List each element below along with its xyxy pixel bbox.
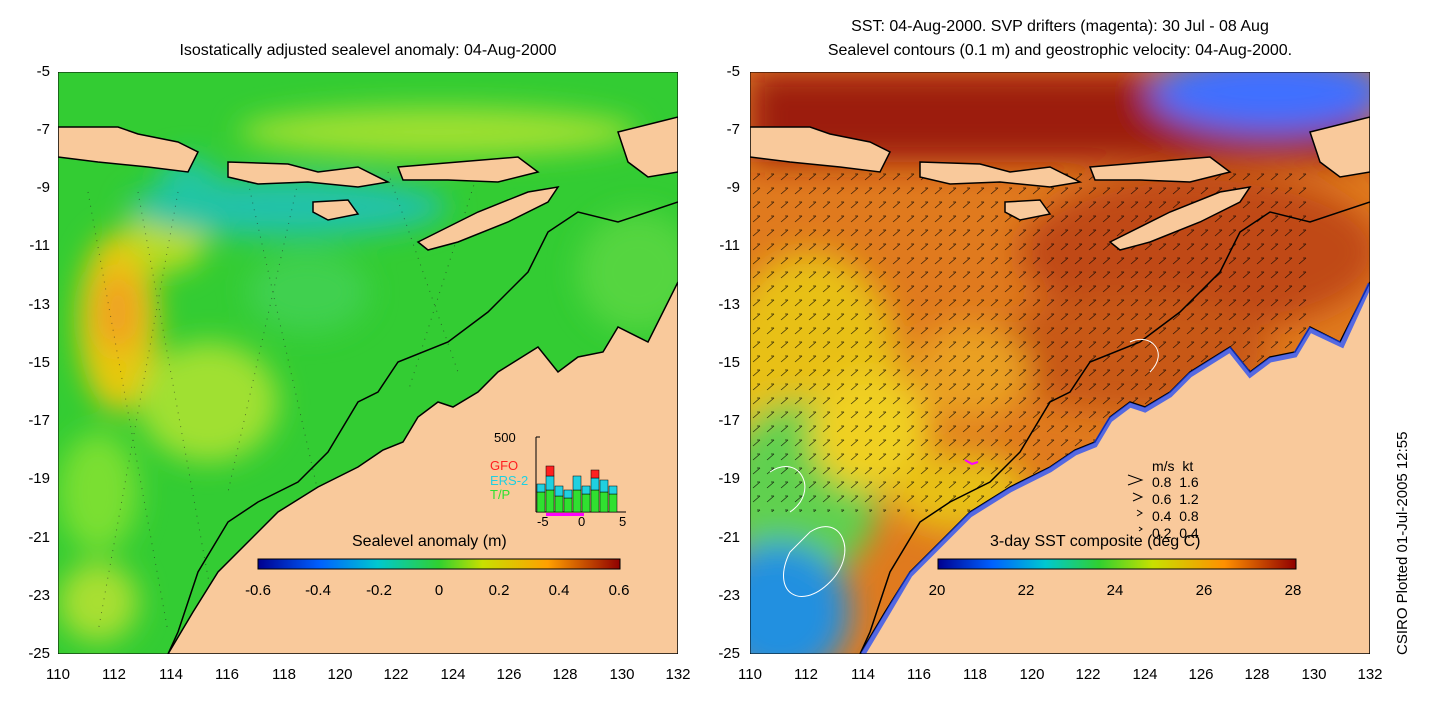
timor-land-left — [416, 185, 560, 251]
left-x-tick: 114 — [159, 666, 183, 683]
right-y-tick: -19 — [718, 470, 740, 487]
velocity-legend-row: 0.8 1.6 — [1152, 474, 1199, 490]
drifter-track — [964, 459, 979, 466]
left-y-tick: -5 — [36, 63, 50, 80]
right-y-tick: -7 — [726, 121, 740, 138]
java-bali-land-right — [750, 126, 892, 173]
left-y-tick: -19 — [28, 470, 50, 487]
left-cb-tick: 0.6 — [608, 582, 630, 599]
left-x-tick: 132 — [665, 666, 691, 683]
left-cb-tick: 0.4 — [548, 582, 570, 599]
inset-xtick-0: 0 — [578, 514, 586, 529]
right-y-tick: -21 — [718, 529, 740, 546]
right-x-tick: 112 — [794, 666, 818, 683]
right-y-tick: -9 — [726, 179, 740, 196]
sumba-land-right — [1004, 199, 1052, 221]
right-y-tick: -5 — [726, 63, 740, 80]
right-y-tick: -15 — [718, 354, 740, 371]
inset-legend-ers2: ERS-2 — [490, 473, 529, 488]
left-cb-tick: 0 — [434, 582, 444, 599]
left-x-tick: 124 — [440, 666, 466, 683]
right-x-tick: 114 — [851, 666, 875, 683]
inset-xtick-neg5: -5 — [537, 514, 549, 529]
velocity-legend-row: 0.4 0.8 — [1152, 508, 1199, 524]
left-y-tick: -11 — [29, 237, 50, 254]
sumba-land-left — [312, 199, 360, 221]
inset-bars — [536, 465, 618, 513]
right-y-tick: -25 — [718, 645, 740, 662]
inset-ymax-label: 500 — [494, 430, 516, 445]
left-x-tick: 120 — [327, 666, 353, 683]
left-y-tick: -17 — [28, 412, 50, 429]
inset-legend-tp: T/P — [490, 487, 511, 502]
left-x-tick: 116 — [215, 666, 239, 683]
right-x-tick: 110 — [738, 666, 762, 683]
right-y-tick: -13 — [718, 296, 740, 313]
flores-land-right — [1088, 156, 1232, 183]
right-x-tick: 120 — [1019, 666, 1045, 683]
left-colorbar-label: Sealevel anomaly (m) — [352, 533, 507, 550]
right-x-tick: 130 — [1301, 666, 1327, 683]
flores-land-left — [396, 156, 540, 183]
right-cb-tick: 28 — [1284, 582, 1302, 599]
right-x-tick: 128 — [1244, 666, 1270, 683]
velocity-legend-arrows — [1127, 474, 1144, 532]
left-y-tick: -7 — [36, 121, 50, 138]
velocity-legend-row: 0.2 0.4 — [1152, 525, 1199, 541]
right-x-tick: 116 — [907, 666, 931, 683]
right-cb-tick: 22 — [1017, 582, 1035, 599]
side-plotted-label: CSIRO Plotted 01-Jul-2005 12:55 — [1394, 431, 1411, 655]
right-cb-tick: 20 — [928, 582, 946, 599]
lombok-sumbawa-land-left — [227, 161, 391, 188]
left-sealevel-map — [58, 72, 678, 654]
left-x-tick: 122 — [383, 666, 409, 683]
right-panel-title-line2: Sealevel contours (0.1 m) and geostrophi… — [827, 42, 1293, 59]
right-y-tick: -17 — [718, 412, 740, 429]
left-x-tick: 118 — [272, 666, 296, 683]
north-islands-land-right — [1309, 116, 1370, 178]
right-x-tick: 118 — [963, 666, 987, 683]
right-x-tick: 126 — [1188, 666, 1214, 683]
right-sst-map — [750, 72, 1370, 654]
left-x-tick: 130 — [609, 666, 635, 683]
left-x-tick: 128 — [552, 666, 578, 683]
north-islands-land-left — [617, 116, 678, 178]
right-x-tick: 124 — [1132, 666, 1158, 683]
left-cb-tick: -0.6 — [245, 582, 271, 599]
left-y-tick: -25 — [28, 645, 50, 662]
track-count-inset — [535, 436, 626, 516]
java-bali-land-left — [58, 126, 200, 173]
left-x-tick: 126 — [496, 666, 522, 683]
inset-legend-gfo: GFO — [490, 458, 519, 473]
left-cb-tick: 0.2 — [488, 582, 510, 599]
left-panel-title: Isostatically adjusted sealevel anomaly:… — [179, 42, 557, 59]
right-colorbar-label: 3-day SST composite (deg C) — [990, 533, 1201, 550]
inset-xtick-5: 5 — [619, 514, 627, 529]
right-y-tick: -11 — [719, 237, 740, 254]
right-colorbar — [937, 558, 1297, 570]
left-cb-tick: -0.2 — [366, 582, 392, 599]
right-y-tick: -23 — [718, 587, 740, 604]
left-y-tick: -21 — [28, 529, 50, 546]
right-cb-tick: 24 — [1106, 582, 1124, 599]
right-x-tick: 132 — [1357, 666, 1383, 683]
left-cb-tick: -0.4 — [305, 582, 331, 599]
lombok-sumbawa-land-right — [919, 161, 1083, 188]
left-x-tick: 112 — [102, 666, 126, 683]
timor-land-right — [1108, 185, 1252, 251]
left-y-tick: -23 — [28, 587, 50, 604]
velocity-legend-row: 0.6 1.2 — [1152, 491, 1199, 507]
right-x-tick: 122 — [1075, 666, 1101, 683]
right-panel-title-line1: SST: 04-Aug-2000. SVP drifters (magenta)… — [851, 18, 1269, 35]
left-x-tick: 110 — [46, 666, 70, 683]
left-y-tick: -9 — [36, 179, 50, 196]
left-y-tick: -15 — [28, 354, 50, 371]
right-cb-tick: 26 — [1195, 582, 1213, 599]
left-y-tick: -13 — [28, 296, 50, 313]
velocity-legend-header: m/s kt — [1152, 458, 1194, 474]
left-colorbar — [257, 558, 621, 570]
